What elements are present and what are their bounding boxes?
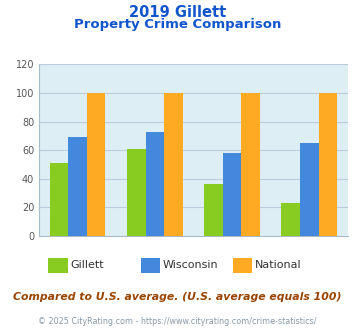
Text: Wisconsin: Wisconsin <box>163 260 218 270</box>
Bar <box>300 143 318 236</box>
Bar <box>241 93 260 236</box>
Bar <box>69 137 87 236</box>
Text: © 2025 CityRating.com - https://www.cityrating.com/crime-statistics/: © 2025 CityRating.com - https://www.city… <box>38 317 317 326</box>
Text: National: National <box>255 260 301 270</box>
Bar <box>164 93 183 236</box>
Text: Gillett: Gillett <box>70 260 104 270</box>
Bar <box>318 93 337 236</box>
Text: Compared to U.S. average. (U.S. average equals 100): Compared to U.S. average. (U.S. average … <box>13 292 342 302</box>
Bar <box>50 163 69 236</box>
Bar <box>204 184 223 236</box>
Text: Property Crime Comparison: Property Crime Comparison <box>74 18 281 31</box>
Bar <box>87 93 105 236</box>
Bar <box>282 203 300 236</box>
Bar <box>127 149 146 236</box>
Text: 2019 Gillett: 2019 Gillett <box>129 5 226 20</box>
Bar <box>146 132 164 236</box>
Bar <box>223 153 241 236</box>
